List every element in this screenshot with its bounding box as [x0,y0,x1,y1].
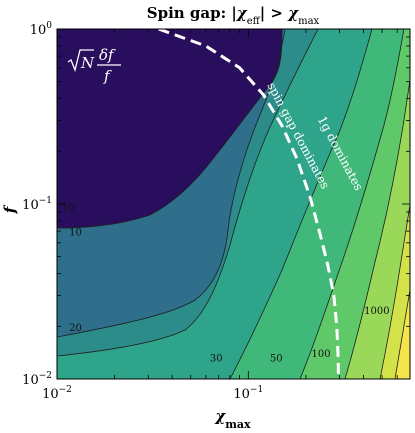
contour-line-300 [344,79,410,379]
contour-labels: 10 10 20 30 50 100 1000 [62,202,389,364]
sqrt-sign [67,49,94,73]
y-axis-label: f [1,204,19,214]
contour-line-1000 [379,204,410,379]
chart-title: Spin gap: |χeff| > χmax [147,4,320,27]
contour-line-20 [57,29,286,338]
contour-line-3000 [394,289,410,379]
contour-label: 1000 [364,306,389,317]
divider-curve [158,29,340,379]
tick-labels: 10−2 10−1 10−2 10−1 100 [22,21,263,402]
contour-label: 20 [69,323,82,334]
contour-lines [57,29,410,379]
inset-label: N δf f [67,46,121,85]
contour-line-30 [57,29,319,357]
inset-label-f: f [103,67,112,85]
contour-label: 10 [62,202,75,213]
contour-label: 10 [69,228,82,239]
spin-gap-dark-region [57,29,282,228]
contour-label: 50 [270,353,283,364]
contour-line-100 [299,29,405,379]
y-tick-label: 10−1 [22,196,52,213]
plot-area [57,29,410,379]
contour-line-dark-edge [57,29,283,229]
y-tick-label: 10−2 [22,371,52,388]
x-tick-label: 10−2 [42,385,72,402]
inset-label-n: N [80,54,95,72]
x-tick-label: 10−1 [233,385,263,402]
band-8 [395,290,410,379]
x-axis-label: χmax [214,407,251,428]
y-tick-label: 100 [30,21,53,38]
contour-label: 30 [210,353,223,364]
contour-label: 100 [312,349,331,360]
axis-ticks [56,28,410,380]
inset-label-delta-f: δf [99,46,116,64]
contour-line-50 [229,29,373,379]
